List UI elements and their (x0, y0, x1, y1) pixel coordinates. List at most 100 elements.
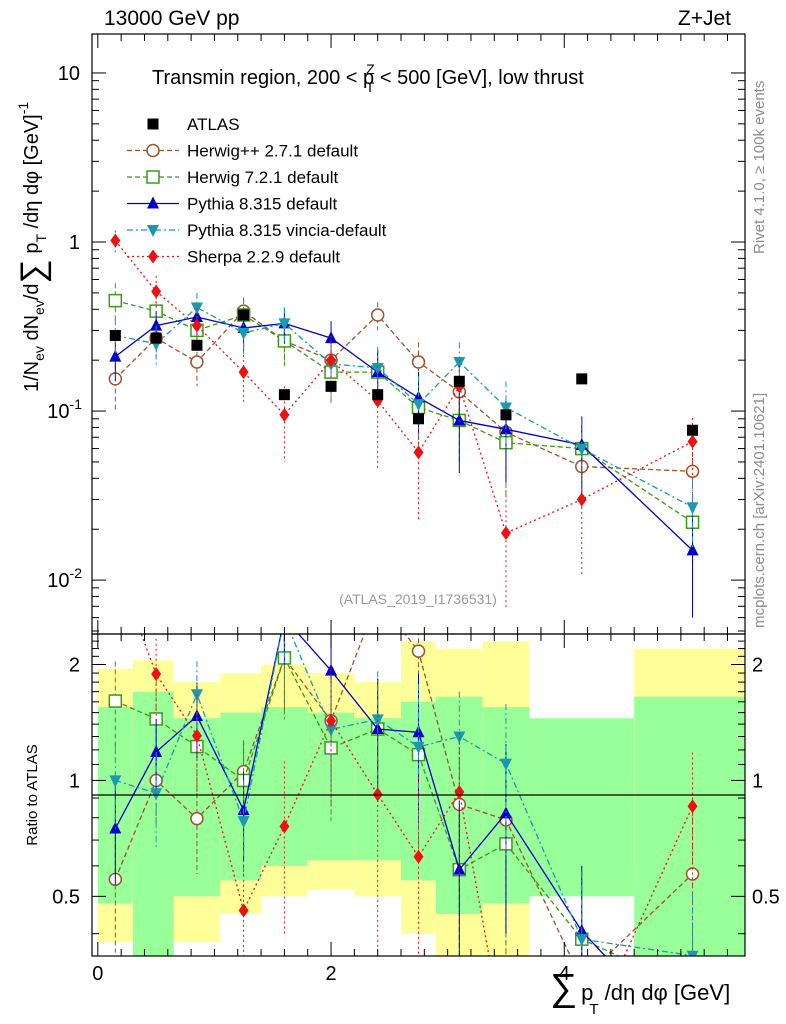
ratio-line (114, 634, 693, 956)
ratio-point (413, 849, 424, 864)
atlas-point (372, 389, 384, 401)
atlas-point (687, 424, 699, 436)
atlas-point (325, 380, 337, 392)
ratio-y-tick-label: 1 (69, 770, 80, 792)
data-point (279, 407, 290, 422)
ratio-series-sherpa-2-2-9-default (140, 634, 698, 956)
ratio-point (412, 741, 425, 754)
legend-label: Herwig 7.2.1 default (187, 168, 338, 187)
data-point (150, 318, 163, 331)
series-line (114, 240, 693, 534)
ratio-point (108, 694, 123, 708)
series-line (114, 310, 693, 472)
y-tick-label: 10-2 (47, 565, 82, 592)
data-point (278, 318, 291, 331)
legend-marker (147, 118, 159, 130)
data-point (686, 543, 699, 556)
ratio-plot (108, 634, 700, 956)
data-point (371, 362, 384, 375)
ratio-point (279, 819, 290, 834)
data-point (109, 349, 122, 362)
data-point (685, 464, 700, 479)
ratio-point (687, 799, 698, 814)
ratio-point (150, 745, 163, 758)
header-right: Z+Jet (678, 7, 731, 30)
ratio-point (238, 903, 249, 918)
ratio-point (191, 728, 202, 743)
ratio-uncertainty-bands (97, 641, 745, 956)
ratio-y-axis-label: Ratio to ATLAS (24, 744, 41, 845)
data-point (412, 399, 425, 412)
data-point (413, 445, 424, 460)
legend-label: Pythia 8.315 default (187, 195, 338, 214)
legend-marker (147, 196, 159, 209)
main-plot (108, 230, 700, 618)
atlas-point (238, 309, 250, 321)
legend-marker (148, 249, 158, 264)
legend-marker (146, 170, 160, 184)
ratio-y-tick-label-right: 1 (752, 770, 763, 792)
legend: ATLAS Herwig++ 2.7.1 default Herwig 7.2.1 … (127, 115, 387, 267)
data-point (453, 413, 466, 426)
ratio-point (109, 775, 122, 788)
atlas-point (453, 375, 465, 387)
data-point (687, 434, 698, 449)
data-point (326, 353, 337, 368)
atlas-point (191, 339, 203, 351)
ratio-line (114, 634, 606, 956)
plot-title: Transmin region, 200 < pZ T < 500 [GeV], … (152, 61, 584, 95)
legend-entry: Herwig++ 2.7.1 default (127, 142, 358, 161)
data-point (191, 318, 202, 333)
ratio-point (372, 787, 383, 802)
legend-marker (146, 143, 160, 158)
data-point (151, 284, 162, 299)
x-tick-label: 0 (92, 963, 103, 985)
series-line (114, 316, 693, 551)
atlas-point (500, 409, 512, 421)
y-tick-label: 10-1 (47, 396, 82, 423)
rivet-label: Rivet 4.1.0, ≥ 100k events (751, 81, 768, 254)
series-line (115, 300, 693, 523)
ratio-point (151, 667, 162, 682)
data-point (453, 357, 466, 370)
legend-label: Pythia 8.315 vincia-default (187, 221, 387, 240)
band-inner (132, 691, 174, 956)
ratio-point (411, 644, 426, 658)
data-point (499, 402, 512, 415)
legend-entry: Pythia 8.315 default (127, 195, 338, 214)
atlas-point (413, 413, 424, 425)
ratio-series-pythia-8-315-vincia-default (109, 634, 699, 956)
legend-marker (147, 225, 159, 237)
series-atlas (109, 309, 699, 436)
data-point (238, 365, 249, 380)
ratio-point (326, 713, 337, 728)
band-inner (220, 712, 262, 881)
ratio-y-tick-label-right: 2 (752, 654, 763, 676)
data-point (237, 327, 250, 340)
y-tick-label: 10 (58, 63, 80, 85)
ratio-point (686, 950, 699, 956)
legend-entry: Sherpa 2.2.9 default (127, 248, 340, 267)
data-point (500, 525, 511, 540)
header-left: 13000 GeV pp (104, 7, 239, 30)
data-point (110, 233, 121, 248)
series-line (115, 306, 693, 508)
legend-label: ATLAS (187, 115, 240, 134)
data-point (576, 492, 587, 507)
analysis-label: (ATLAS_2019_I1736531) (339, 591, 497, 607)
atlas-point (576, 373, 588, 385)
ratio-y-tick-label: 2 (69, 654, 80, 676)
ratio-line (115, 656, 621, 956)
mcplots-label: mcplots.cern.ch [arXiv:2401.10621] (751, 393, 768, 628)
ratio-point (575, 934, 588, 947)
atlas-point (278, 389, 290, 401)
legend-entry: Herwig 7.2.1 default (127, 168, 338, 187)
atlas-point (109, 329, 121, 341)
legend-label: Sherpa 2.2.9 default (187, 248, 340, 267)
legend-entry: Pythia 8.315 vincia-default (127, 221, 387, 240)
x-tick-label: 4 (559, 963, 570, 985)
atlas-point (150, 332, 162, 344)
data-point (575, 443, 588, 456)
ratio-y-tick-label: 0.5 (52, 886, 80, 908)
